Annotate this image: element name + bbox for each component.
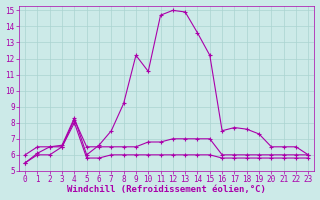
X-axis label: Windchill (Refroidissement éolien,°C): Windchill (Refroidissement éolien,°C) <box>67 185 266 194</box>
